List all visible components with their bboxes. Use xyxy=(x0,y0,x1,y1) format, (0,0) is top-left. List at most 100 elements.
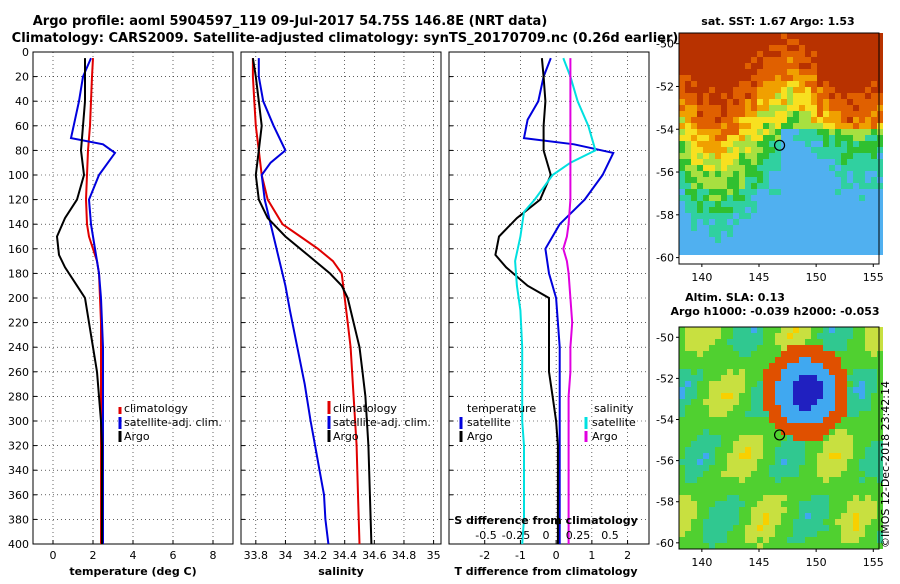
map-cell xyxy=(811,243,817,249)
map-cell xyxy=(793,429,799,435)
map-cell xyxy=(865,243,871,249)
map-cell xyxy=(805,375,811,381)
map-cell xyxy=(841,453,847,459)
map-cell xyxy=(679,129,685,135)
map-cell xyxy=(871,105,877,111)
map-cell xyxy=(829,327,835,333)
map-cell xyxy=(799,213,805,219)
map-cell xyxy=(715,249,721,255)
map-cell xyxy=(769,129,775,135)
map-cell xyxy=(751,477,757,483)
map-cell xyxy=(805,411,811,417)
map-cell xyxy=(793,75,799,81)
map-cell xyxy=(817,75,823,81)
map-cell xyxy=(823,129,829,135)
map-cell xyxy=(829,237,835,243)
map-cell xyxy=(811,249,817,255)
map-cell xyxy=(877,261,883,267)
imos-watermark: ©IMOS 12-Dec-2018 23:42:14 xyxy=(879,381,892,548)
map-cell xyxy=(679,363,685,369)
map-cell xyxy=(751,75,757,81)
map-cell xyxy=(733,87,739,93)
map-cell xyxy=(799,201,805,207)
map-cell xyxy=(871,483,877,489)
map-cell xyxy=(841,531,847,537)
map-cell xyxy=(745,477,751,483)
map-cell xyxy=(763,249,769,255)
map-cell xyxy=(769,225,775,231)
map-cell xyxy=(763,357,769,363)
map-cell xyxy=(835,165,841,171)
map-cell xyxy=(835,255,841,261)
map-cell xyxy=(829,171,835,177)
map-cell xyxy=(709,207,715,213)
map-cell xyxy=(781,519,787,525)
map-cell xyxy=(823,93,829,99)
map-cell xyxy=(871,75,877,81)
map-cell xyxy=(787,447,793,453)
map-cell xyxy=(685,429,691,435)
legend-satellite-label: satellite-adj. clim. xyxy=(333,416,431,429)
map-cell xyxy=(709,105,715,111)
lat-tick-label: -60 xyxy=(656,537,674,550)
map-cell xyxy=(763,153,769,159)
map-cell xyxy=(679,243,685,249)
map-cell xyxy=(781,75,787,81)
map-cell xyxy=(703,435,709,441)
map-cell xyxy=(805,111,811,117)
map-cell xyxy=(745,519,751,525)
map-cell xyxy=(823,255,829,261)
map-cell xyxy=(781,381,787,387)
map-cell xyxy=(733,189,739,195)
map-cell xyxy=(679,489,685,495)
series-line-satellite-adj-clim- xyxy=(257,58,330,545)
map-cell xyxy=(691,411,697,417)
map-cell xyxy=(709,99,715,105)
map-cell xyxy=(847,147,853,153)
map-cell xyxy=(721,411,727,417)
map-cell xyxy=(835,459,841,465)
map-cell xyxy=(841,357,847,363)
map-cell xyxy=(859,429,865,435)
map-cell xyxy=(799,135,805,141)
map-cell xyxy=(853,201,859,207)
map-cell xyxy=(793,63,799,69)
map-cell xyxy=(853,423,859,429)
map-cell xyxy=(763,435,769,441)
series-line-argo xyxy=(55,58,103,544)
map-cell xyxy=(799,51,805,57)
map-cell xyxy=(763,45,769,51)
map-cell xyxy=(841,345,847,351)
map-cell xyxy=(679,201,685,207)
lon-tick-label: 140 xyxy=(691,556,712,569)
map-cell xyxy=(847,177,853,183)
map-cell xyxy=(859,357,865,363)
map-cell xyxy=(847,231,853,237)
map-cell xyxy=(703,363,709,369)
map-cell xyxy=(685,459,691,465)
map-cell xyxy=(835,363,841,369)
map-cell xyxy=(703,525,709,531)
map-cell xyxy=(811,429,817,435)
map-cell xyxy=(739,405,745,411)
map-cell xyxy=(739,255,745,261)
map-cell xyxy=(685,477,691,483)
map-cell xyxy=(877,465,883,471)
map-cell xyxy=(679,213,685,219)
map-cell xyxy=(877,195,883,201)
map-cell xyxy=(727,117,733,123)
map-cell xyxy=(829,153,835,159)
map-cell xyxy=(769,201,775,207)
map-cell xyxy=(691,81,697,87)
map-cell xyxy=(877,57,883,63)
map-cell xyxy=(739,123,745,129)
map-cell xyxy=(703,81,709,87)
map-cell xyxy=(763,147,769,153)
map-cell xyxy=(799,525,805,531)
map-cell xyxy=(871,387,877,393)
map-cell xyxy=(829,123,835,129)
map-cell xyxy=(697,249,703,255)
map-cell xyxy=(817,501,823,507)
map-cell xyxy=(877,183,883,189)
map-cell xyxy=(739,459,745,465)
